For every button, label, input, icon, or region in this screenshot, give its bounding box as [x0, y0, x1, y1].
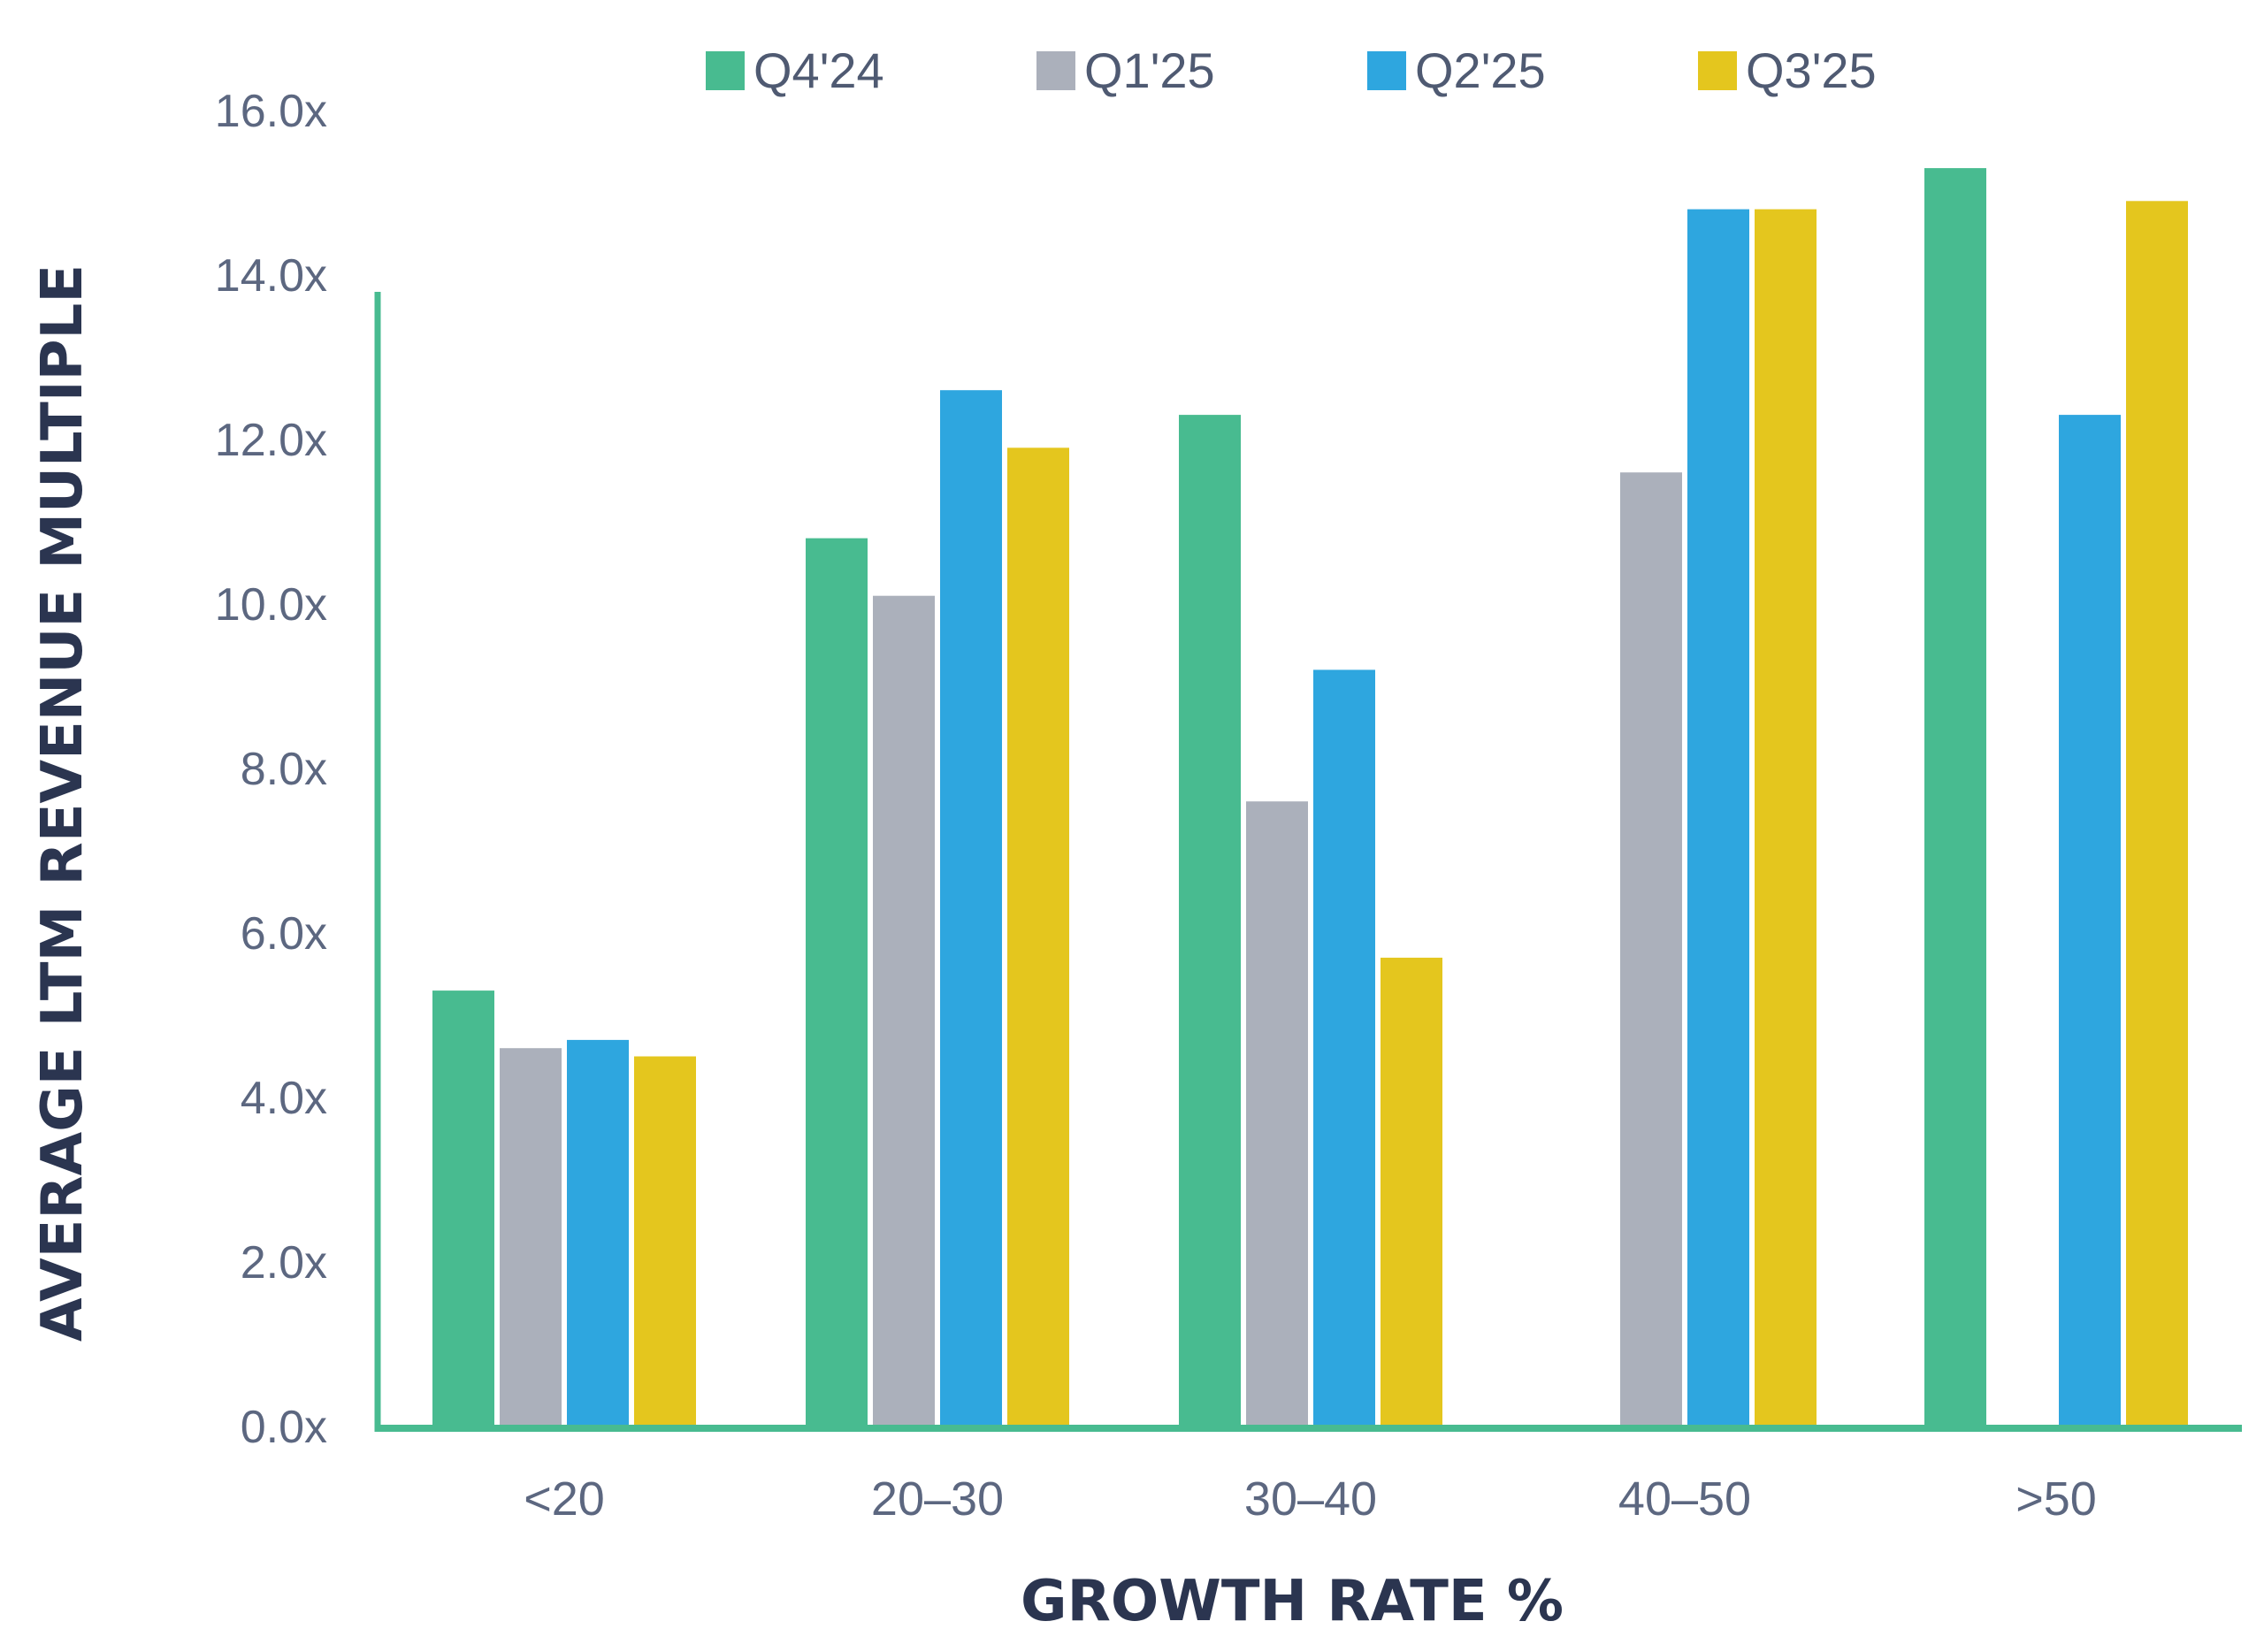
x-tick-label: <20 [524, 1472, 605, 1526]
legend-label: Q4'24 [753, 42, 884, 98]
legend: Q4'24 Q1'25 Q2'25 Q3'25 [706, 42, 1877, 98]
y-tick-label: 14.0x [215, 250, 327, 302]
legend-swatch [1698, 51, 1737, 90]
bars [432, 168, 2188, 1427]
x-tick-label: 40–50 [1618, 1472, 1751, 1526]
bar->50-Q2'25 [2059, 415, 2121, 1427]
bar-30–40-Q4'24 [1179, 415, 1241, 1427]
bar->50-Q4'24 [1924, 168, 1986, 1427]
bar-<20-Q4'24 [432, 990, 494, 1426]
x-tick-label: >50 [2015, 1472, 2097, 1526]
bar-20–30-Q1'25 [873, 595, 935, 1426]
legend-label: Q2'25 [1415, 42, 1546, 98]
bar-20–30-Q3'25 [1007, 447, 1069, 1426]
x-axis-title: GROWTH RATE % [1021, 1569, 1564, 1634]
y-tick-label: 8.0x [241, 744, 327, 795]
bar-30–40-Q2'25 [1313, 669, 1375, 1426]
y-tick-label: 16.0x [215, 86, 327, 137]
legend-swatch [1367, 51, 1406, 90]
bar-40–50-Q1'25 [1620, 472, 1682, 1427]
y-tick-label: 4.0x [241, 1073, 327, 1124]
legend-label: Q1'25 [1084, 42, 1215, 98]
y-axis-ticks: 0.0x 2.0x 4.0x 6.0x 8.0x 10.0x 12.0x 14.0x 16.0x [215, 86, 327, 1453]
bar-30–40-Q3'25 [1381, 957, 1442, 1426]
bar->50-Q3'25 [2126, 201, 2188, 1426]
x-axis-ticks: <20 20–30 30–40 40–50 >50 [524, 1472, 2097, 1526]
y-tick-label: 2.0x [241, 1237, 327, 1289]
legend-item: Q3'25 [1698, 42, 1877, 98]
legend-item: Q2'25 [1367, 42, 1546, 98]
bar-<20-Q1'25 [500, 1048, 562, 1426]
bar-<20-Q3'25 [634, 1056, 696, 1426]
x-tick-label: 30–40 [1244, 1472, 1377, 1526]
bar-30–40-Q1'25 [1246, 801, 1308, 1426]
y-tick-label: 0.0x [241, 1402, 327, 1453]
y-tick-label: 6.0x [241, 908, 327, 960]
legend-swatch [1036, 51, 1075, 90]
x-tick-label: 20–30 [871, 1472, 1004, 1526]
bar-40–50-Q2'25 [1687, 209, 1749, 1427]
axes [374, 292, 2242, 1432]
bar-<20-Q2'25 [567, 1039, 629, 1426]
legend-label: Q3'25 [1746, 42, 1877, 98]
bar-40–50-Q3'25 [1755, 209, 1817, 1427]
legend-item: Q4'24 [706, 42, 884, 98]
y-tick-label: 10.0x [215, 579, 327, 631]
y-tick-label: 12.0x [215, 415, 327, 466]
legend-item: Q1'25 [1036, 42, 1215, 98]
bar-20–30-Q2'25 [940, 390, 1002, 1427]
bar-20–30-Q4'24 [806, 538, 868, 1426]
y-axis-title: AVERAGE LTM REVENUE MULTIPLE [30, 264, 96, 1342]
legend-swatch [706, 51, 745, 90]
